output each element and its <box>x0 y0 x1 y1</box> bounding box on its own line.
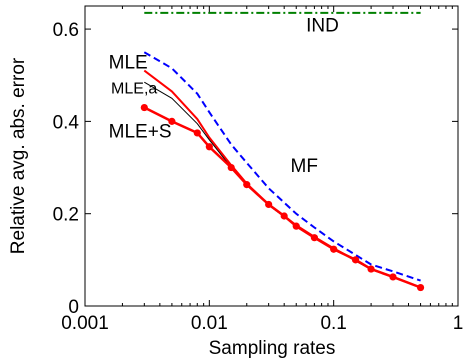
series-point-mle-s <box>367 265 375 273</box>
x-axis-label: Sampling rates <box>209 338 336 358</box>
series-point-mle-s <box>330 245 338 253</box>
annotation-label: MLE+S <box>109 122 172 143</box>
annotation-label: MF <box>291 156 318 177</box>
x-tick-label: 0.001 <box>61 313 109 334</box>
y-tick-label: 0.4 <box>53 112 80 133</box>
y-tick-label: 0.2 <box>53 205 79 226</box>
series-point-mle-s <box>168 117 176 125</box>
series-point-mle-s <box>292 222 300 230</box>
annotation-label: MLE <box>109 52 148 73</box>
annotation-label: MLE,a <box>111 81 157 98</box>
annotations-layer: IND MLE MLE,a MLE+S MF <box>109 15 339 177</box>
series-point-mle-s <box>310 234 319 242</box>
series-line-mf <box>143 51 421 282</box>
series-point-mle-s <box>243 181 251 189</box>
y-axis-label: Relative avg. abs. error <box>8 57 29 254</box>
series-point-mle-s <box>389 273 397 281</box>
y-tick-label: 0.6 <box>53 20 79 41</box>
axis-ticks: 0.001 0.01 0.1 1 0 0.2 0.4 0.6 <box>53 6 463 334</box>
series-point-mle-s <box>351 256 360 264</box>
series-point-mle-s <box>193 129 201 137</box>
x-tick-label: 0.01 <box>191 313 228 334</box>
series-layer <box>140 11 425 292</box>
series-point-mle-s <box>205 143 213 151</box>
plot-area <box>84 5 459 307</box>
series-point-mle-s <box>280 212 288 220</box>
series-point-mle-s <box>265 200 273 209</box>
series-point-mle-s <box>416 283 425 292</box>
x-tick-label: 1 <box>453 313 463 334</box>
y-tick-label: 0 <box>68 297 79 318</box>
annotation-label: IND <box>306 15 339 36</box>
x-tick-label: 0.1 <box>320 313 346 334</box>
series-point-mle-s <box>140 103 148 112</box>
series-point-mle-s <box>227 163 235 172</box>
